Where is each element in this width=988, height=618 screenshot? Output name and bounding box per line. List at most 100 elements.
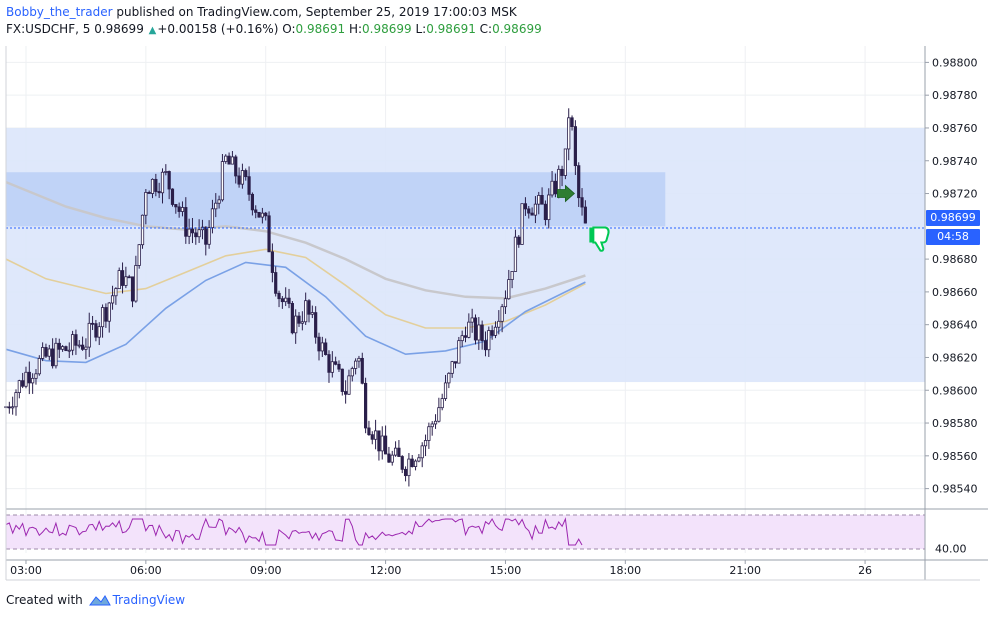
- low-label: L:: [415, 22, 427, 36]
- candle-body: [7, 406, 11, 409]
- candle-body: [17, 380, 21, 393]
- time-axis[interactable]: 03:00 06:00 09:00 12:00 15:00 18:00 21:00 26: [10, 560, 872, 577]
- tradingview-brand-link[interactable]: TradingView: [112, 593, 186, 607]
- candle: [137, 244, 141, 269]
- candle: [403, 466, 408, 482]
- candle: [337, 360, 341, 372]
- candle: [280, 296, 284, 309]
- price-axis[interactable]: 0.98800 0.98780 0.98760 0.98740 0.98720 0.986…: [925, 56, 978, 496]
- candle-body: [580, 197, 584, 208]
- candle: [350, 366, 354, 382]
- candle: [27, 361, 31, 395]
- candle: [24, 366, 28, 389]
- candle-body: [334, 361, 338, 365]
- candle: [197, 219, 201, 243]
- candle: [533, 196, 538, 224]
- candle-body: [234, 156, 238, 177]
- candle: [503, 290, 508, 314]
- moving-average-line: [5, 180, 586, 300]
- candle-body: [80, 344, 85, 350]
- candle-body: [470, 317, 474, 323]
- candle-body: [280, 298, 284, 303]
- candle: [7, 401, 11, 414]
- candle-body: [354, 360, 358, 369]
- candle: [390, 450, 394, 466]
- low-value: 0.98691: [426, 22, 476, 36]
- candle-body: [94, 323, 98, 338]
- candle-body: [254, 209, 258, 213]
- candle-body: [290, 303, 294, 334]
- candle-body: [34, 373, 38, 379]
- candle-body: [64, 346, 68, 351]
- candle: [407, 453, 411, 487]
- candle: [453, 361, 458, 369]
- candle: [254, 205, 258, 219]
- candle-body: [417, 457, 421, 462]
- candle-body: [567, 117, 571, 150]
- candle: [523, 197, 528, 216]
- candle-body: [447, 372, 451, 384]
- candle-body: [90, 322, 95, 325]
- time-tick-label: 15:00: [490, 564, 522, 577]
- candle: [167, 170, 171, 200]
- candle: [120, 262, 125, 294]
- candle-body: [403, 468, 408, 477]
- price-tick-label: 0.98620: [932, 351, 978, 364]
- candle-body: [270, 251, 274, 273]
- candle-body: [340, 368, 344, 392]
- candle: [51, 338, 55, 369]
- open-label: O:: [282, 22, 296, 36]
- candle-body: [463, 335, 468, 338]
- author-link[interactable]: Bobby_the_trader: [6, 5, 113, 19]
- candle: [290, 301, 294, 335]
- candle: [583, 200, 587, 224]
- candle: [497, 310, 501, 335]
- candle-body: [247, 176, 251, 195]
- candle: [510, 271, 514, 289]
- candle-body: [204, 226, 208, 245]
- candle-body: [224, 155, 228, 162]
- candle: [150, 178, 155, 199]
- candle-body: [144, 192, 148, 216]
- candle-body: [517, 236, 521, 245]
- candle-body: [217, 199, 221, 204]
- candle-body: [24, 371, 28, 387]
- candle: [543, 200, 548, 226]
- candle: [70, 330, 75, 356]
- candle: [90, 315, 95, 331]
- candle-body: [383, 435, 388, 455]
- candle-body: [513, 236, 518, 272]
- candle-body: [570, 117, 574, 128]
- candle: [380, 426, 384, 460]
- candle-body: [120, 270, 125, 286]
- candle: [230, 150, 235, 165]
- candle-body: [473, 317, 478, 341]
- candle-body: [310, 312, 314, 315]
- candle: [487, 326, 491, 357]
- candle: [147, 190, 151, 194]
- candle: [577, 162, 581, 207]
- candle-body: [337, 363, 341, 370]
- time-tick-label: 18:00: [609, 564, 641, 577]
- candle: [447, 372, 451, 389]
- candle: [493, 321, 498, 339]
- candle: [54, 337, 58, 369]
- candle-body: [21, 380, 25, 387]
- candle: [340, 368, 344, 396]
- candle: [190, 217, 195, 244]
- candle: [97, 322, 101, 346]
- candle-body: [214, 202, 218, 210]
- candles: [4, 108, 587, 487]
- candle-body: [350, 368, 354, 377]
- up-arrow-icon: ▲: [148, 25, 157, 36]
- candle-body: [11, 406, 15, 409]
- candle: [270, 243, 274, 283]
- candle: [517, 235, 521, 248]
- candle-body: [147, 192, 151, 194]
- candle: [187, 218, 191, 245]
- candle: [250, 192, 254, 216]
- moving-averages: [5, 180, 586, 364]
- candle: [240, 163, 245, 189]
- candle-body: [250, 193, 254, 211]
